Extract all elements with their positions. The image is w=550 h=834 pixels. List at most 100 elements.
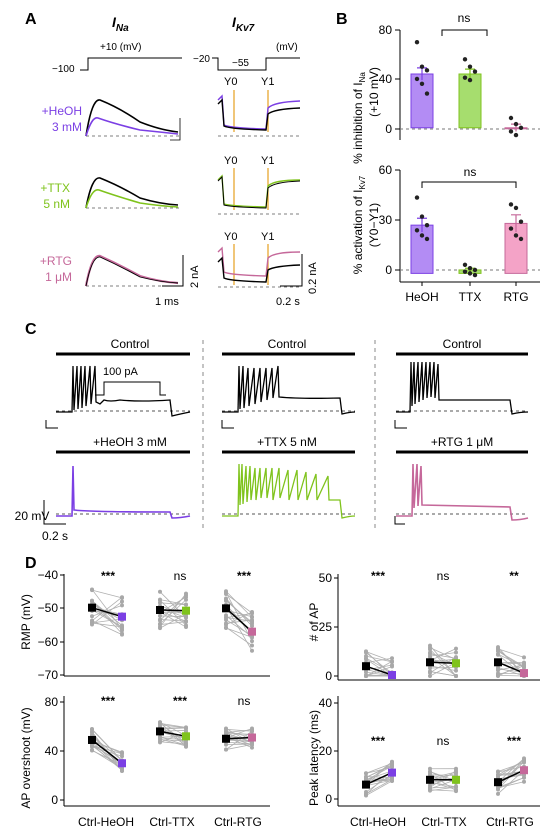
mean-line [497,769,525,783]
paired-line [365,762,393,774]
b-top-bars [410,40,528,138]
paired-point [522,661,526,666]
paired-point [90,618,94,623]
paired-line [365,765,393,778]
svg-text:Y1: Y1 [261,155,274,167]
paired-point [428,650,432,655]
paired-line [91,729,123,762]
paired-point [250,648,254,653]
paired-point [184,743,188,748]
b-bot-ylabel-2: (Y0−Y1) [367,203,381,247]
na-scalebar [162,255,184,287]
paired-point [496,773,500,778]
svg-text:40: 40 [319,696,333,710]
svg-text:***: *** [173,694,187,708]
mean-drug-Ctrl-HeOH [388,768,396,777]
paired-point [364,657,368,662]
svg-text:Y1: Y1 [261,76,274,88]
data-point [414,40,420,45]
mean-drug-Ctrl-TTX [182,606,190,615]
paired-line [497,766,525,773]
c-drug-ttx: +TTX 5 nM [257,435,317,449]
d-cat-2-left: Ctrl-TTX [149,815,194,829]
svg-text:ns: ns [437,734,450,748]
paired-point [90,732,94,737]
paired-point [158,720,162,725]
c-control-1: Control [111,337,150,351]
c-drug-traces [56,463,529,521]
svg-text:40: 40 [379,72,393,86]
paired-point [224,727,228,732]
mean-line [91,606,123,618]
mean-line [91,739,123,764]
svg-text:***: *** [371,569,385,583]
paired-point [364,791,368,796]
paired-line [497,654,525,677]
svg-text:ns: ns [238,694,251,708]
mean-control-Ctrl-TTX [156,606,164,614]
paired-line [365,661,393,677]
bar-HeOH [410,224,434,274]
data-point [513,233,519,238]
na-scale-y: 2 nA [189,265,201,288]
paired-point [158,598,162,603]
data-point [513,132,519,138]
na-trace-ttx [85,177,182,209]
paired-line [91,741,123,770]
svg-text:ns: ns [174,569,187,583]
paired-line [225,609,253,618]
row3-conc: 1 μM [45,270,72,284]
paired-line [497,666,525,677]
svg-text:−60: −60 [38,635,59,649]
mean-control-Ctrl-TTX [426,658,434,667]
paired-point [158,734,162,739]
data-point [518,125,524,130]
paired-line [159,602,187,606]
panel-d: D RMP (mV) −40 −50 −60 −70 *** ns *** # … [19,555,540,829]
data-point [462,262,468,267]
paired-point [428,669,432,674]
ikv7-title: IKv7 [232,14,255,34]
svg-text:25: 25 [319,620,333,634]
mean-drug-Ctrl-HeOH [388,671,396,680]
svg-text:Y0: Y0 [224,231,237,243]
svg-text:***: *** [507,734,521,748]
row2-conc: 5 nM [43,197,70,211]
paired-line [225,728,253,732]
data-point [462,57,468,62]
mean-control-Ctrl-HeOH [88,603,96,612]
svg-text:80: 80 [379,23,393,37]
svg-text:0: 0 [385,263,392,277]
paired-point [364,649,368,654]
mean-control-Ctrl-RTG [222,734,230,743]
c-control-3: Control [443,337,482,351]
paired-point [390,777,394,782]
panel-b-label: B [336,11,348,28]
paired-point [364,674,368,678]
na-protocol-bottom: −100 [52,64,75,75]
mean-line [497,661,525,674]
mean-line [365,771,393,786]
paired-line [225,592,253,642]
paired-point [158,622,162,627]
paired-point [428,654,432,659]
svg-text:0: 0 [325,669,332,683]
mean-drug-Ctrl-RTG [520,669,528,678]
paired-point [224,625,228,630]
data-point [513,205,519,211]
paired-line [429,770,457,788]
panel-c-label: C [25,321,37,338]
paired-point [158,739,162,744]
data-point [472,267,478,273]
b-top-ylabel-2: (+10 mV) [367,67,381,117]
paired-line [91,750,123,766]
b-cat-heoh: HeOH [405,290,438,304]
svg-text:0: 0 [385,122,392,136]
data-point [462,75,468,80]
data-point [467,77,473,83]
d-cat-2-right: Ctrl-TTX [421,815,466,829]
paired-point [120,625,124,630]
paired-point [90,587,94,592]
paired-line [497,648,525,658]
